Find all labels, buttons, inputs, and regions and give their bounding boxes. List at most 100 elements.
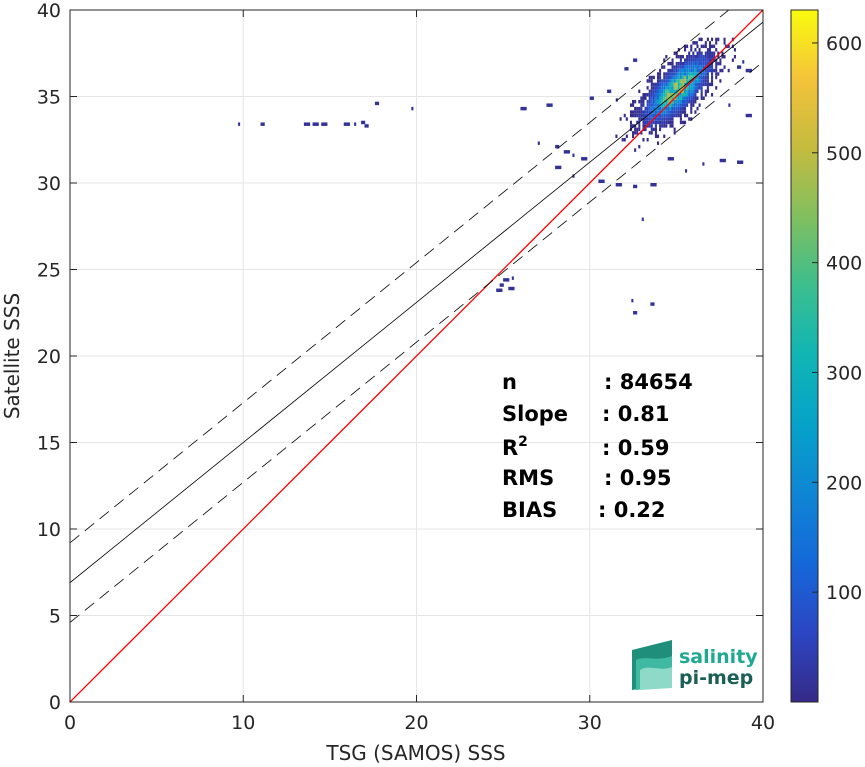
y-tick-label: 10 xyxy=(37,519,61,541)
x-tick-label: 40 xyxy=(751,712,775,734)
density-bin xyxy=(719,79,722,83)
density-bin xyxy=(700,96,703,100)
density-bin xyxy=(690,117,693,121)
density-bin xyxy=(696,96,699,100)
density-bin xyxy=(632,110,635,114)
density-bin xyxy=(659,89,662,94)
density-bin xyxy=(686,65,689,69)
density-bin xyxy=(679,58,682,62)
density-bin xyxy=(681,61,684,66)
density-bin xyxy=(698,54,701,59)
density-bin xyxy=(698,65,701,69)
density-bin xyxy=(671,110,674,114)
density-bin xyxy=(634,110,637,114)
y-axis-label: Satellite SSS xyxy=(0,293,24,419)
density-bin xyxy=(675,86,678,90)
density-bin xyxy=(661,93,664,97)
density-bin xyxy=(619,117,622,121)
density-bin xyxy=(677,99,680,104)
density-bin xyxy=(661,79,664,83)
density-bin xyxy=(715,48,718,52)
density-bin xyxy=(623,138,626,142)
density-bin xyxy=(715,75,718,80)
density-bin xyxy=(713,44,716,49)
density-bin xyxy=(661,89,664,94)
density-bin xyxy=(648,113,651,118)
density-bin xyxy=(665,106,668,111)
density-bin xyxy=(634,113,637,118)
density-bin xyxy=(661,96,664,100)
x-tick-label: 10 xyxy=(231,712,255,734)
density-bin xyxy=(671,113,674,118)
density-bin xyxy=(679,103,682,107)
statistics-box: n: 84654 Slope: 0.81 R2: 0.59 RMS: 0.95 BIAS… xyxy=(502,370,693,522)
density-bin xyxy=(700,89,703,94)
density-bin xyxy=(667,120,670,125)
density-bin xyxy=(704,93,707,97)
density-bin xyxy=(675,110,678,114)
density-bin xyxy=(671,86,674,90)
density-bin xyxy=(665,103,668,107)
density-bin xyxy=(675,96,678,100)
density-bin xyxy=(631,298,634,303)
density-bin xyxy=(648,79,651,83)
density-bin xyxy=(677,89,680,94)
density-bin xyxy=(681,75,684,80)
density-bin xyxy=(702,72,705,76)
density-bin xyxy=(706,79,709,83)
density-bin xyxy=(650,127,653,132)
density-bin xyxy=(696,54,699,59)
density-bin xyxy=(708,82,712,87)
density-bin xyxy=(683,120,687,125)
density-bin xyxy=(648,93,651,97)
density-bin xyxy=(572,174,575,178)
density-bin xyxy=(644,124,647,128)
density-bin xyxy=(706,89,709,94)
density-bin xyxy=(686,75,689,80)
density-bin xyxy=(723,65,726,69)
density-bin xyxy=(690,106,693,111)
stat-value: : 84654 xyxy=(604,370,693,394)
density-bin xyxy=(704,75,707,80)
density-bin xyxy=(663,134,666,139)
density-bin xyxy=(702,68,705,73)
logo-line1: salinity xyxy=(679,646,758,668)
density-bin xyxy=(656,120,660,125)
density-bin xyxy=(727,68,730,73)
density-bin xyxy=(661,117,664,121)
density-bin xyxy=(650,183,657,187)
density-bin xyxy=(659,113,662,118)
density-bin xyxy=(679,113,682,118)
density-bin xyxy=(692,65,695,69)
density-bin xyxy=(654,89,657,94)
density-bin xyxy=(688,54,691,59)
density-bin xyxy=(677,65,680,69)
density-bin xyxy=(681,93,684,97)
density-bin xyxy=(711,65,714,69)
density-bin xyxy=(499,283,504,287)
density-bin xyxy=(700,86,703,90)
density-bin xyxy=(704,54,707,59)
density-bin xyxy=(641,217,644,222)
density-bin xyxy=(652,75,655,80)
colorbar-tick-label: 400 xyxy=(826,253,862,275)
density-bin xyxy=(679,65,682,69)
density-bin xyxy=(686,58,689,62)
density-bin xyxy=(713,68,716,73)
density-bin xyxy=(681,106,684,111)
density-bin xyxy=(742,60,745,64)
density-bin xyxy=(629,110,633,114)
density-bin xyxy=(661,82,664,87)
density-bin xyxy=(733,48,736,52)
density-bin xyxy=(700,65,703,69)
density-bin xyxy=(665,113,668,118)
density-bin xyxy=(642,103,645,107)
density-bin xyxy=(673,65,676,69)
density-bin xyxy=(745,113,752,118)
density-bin xyxy=(694,54,697,59)
density-bin xyxy=(652,99,655,104)
density-bin xyxy=(675,89,678,94)
density-bin xyxy=(706,61,709,66)
density-bin xyxy=(717,61,720,66)
